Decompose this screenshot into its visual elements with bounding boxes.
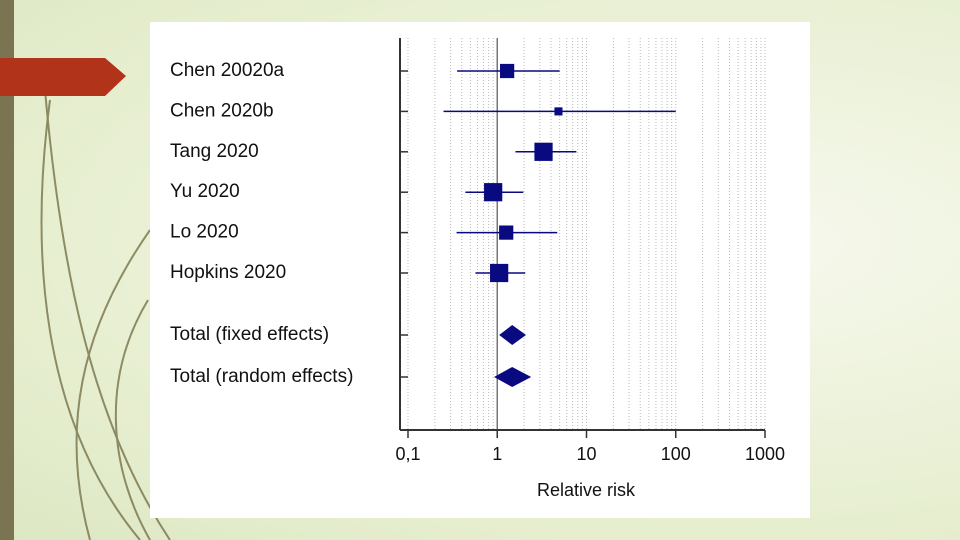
x-tick-label: 0,1: [395, 444, 420, 464]
study-label: Lo 2020: [170, 222, 239, 243]
side-strip: [0, 0, 14, 540]
study-label: Yu 2020: [170, 181, 240, 202]
study-label: Hopkins 2020: [170, 262, 286, 283]
study-label: Tang 2020: [170, 141, 259, 162]
summary-label: Total (random effects): [170, 366, 353, 387]
title-arrow: [0, 58, 126, 96]
study-label: Chen 2020b: [170, 100, 274, 121]
study-label: Chen 20020a: [170, 60, 285, 81]
decorative-curves: [40, 89, 171, 540]
effect-square: [499, 225, 514, 240]
x-tick-label: 1: [492, 444, 502, 464]
effect-square: [500, 63, 515, 79]
summary-label: Total (fixed effects): [170, 324, 329, 345]
chart-panel: [150, 22, 810, 518]
effect-square: [490, 263, 509, 283]
x-tick-label: 100: [661, 444, 691, 464]
x-tick-label: 1000: [745, 444, 785, 464]
effect-square: [484, 183, 503, 202]
x-axis-label: Relative risk: [537, 480, 636, 500]
x-tick-label: 10: [576, 444, 596, 464]
effect-square: [554, 107, 563, 116]
summary-diamond: [494, 367, 532, 387]
effect-square: [534, 142, 553, 161]
summary-diamond: [499, 325, 527, 345]
